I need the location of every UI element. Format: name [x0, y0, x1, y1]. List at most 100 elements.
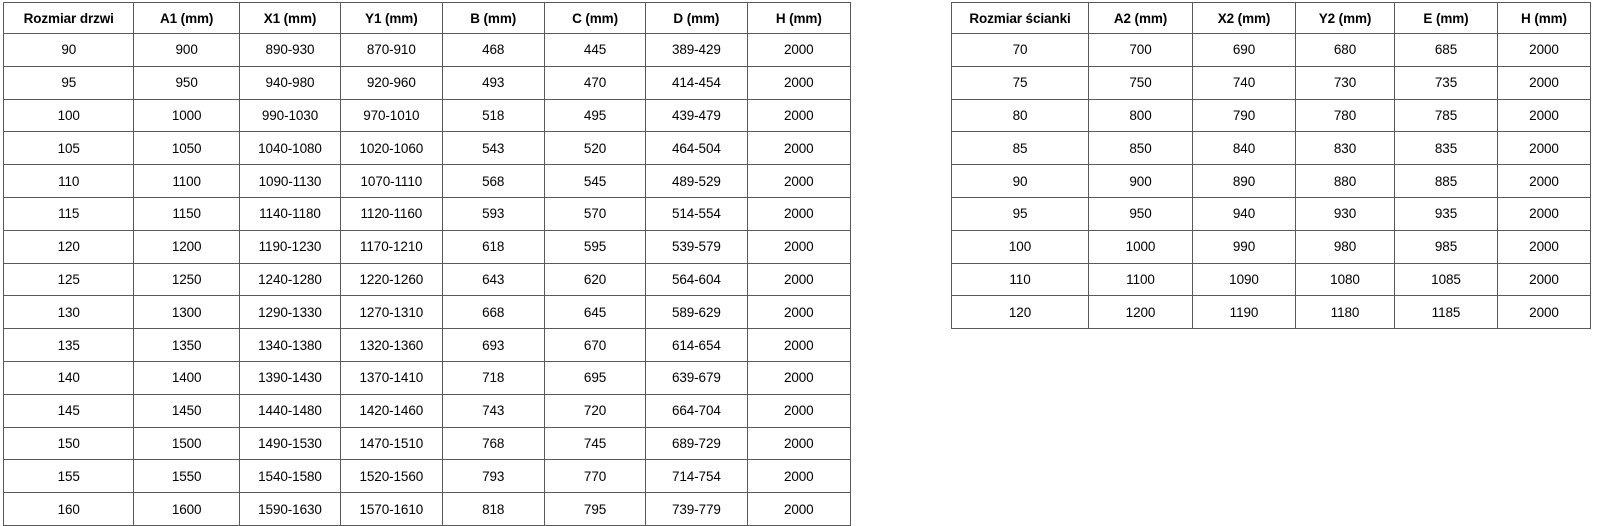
wall-cell-r5-c5: 2000	[1497, 196, 1591, 231]
wall-cell-r6-c2: 990	[1192, 229, 1296, 264]
door-cell-r5-c2: 1140-1180	[238, 196, 342, 231]
door-cell-r14-c0: 160	[2, 492, 135, 526]
door-cell-r4-c1: 1100	[133, 164, 240, 198]
wall-cell-r4-c5: 2000	[1497, 164, 1591, 198]
door-cell-r13-c5: 770	[543, 459, 647, 494]
door-cell-r5-c3: 1120-1160	[340, 196, 443, 231]
door-cell-r8-c4: 668	[441, 295, 545, 330]
door-cell-r3-c1: 1050	[133, 131, 240, 166]
wall-cell-r5-c4: 935	[1394, 196, 1498, 231]
wall-cell-r7-c2: 1090	[1192, 262, 1296, 297]
door-cell-r11-c0: 145	[2, 393, 135, 428]
door-cell-r6-c0: 120	[2, 229, 135, 264]
door-cell-r2-c3: 970-1010	[340, 98, 443, 133]
wall-cell-r8-c0: 120	[951, 295, 1089, 330]
table-row: 90 900 890 880 885 2000	[951, 164, 1591, 198]
door-cell-r0-c0: 90	[2, 33, 135, 67]
door-cell-r4-c7: 2000	[746, 164, 852, 198]
wall-cell-r3-c0: 85	[951, 131, 1089, 166]
wall-cell-r7-c4: 1085	[1394, 262, 1498, 297]
table-row: 70 700 690 680 685 2000	[951, 33, 1591, 67]
door-cell-r3-c0: 105	[2, 131, 135, 166]
table-header-row: Rozmiar ścianki A2 (mm) X2 (mm) Y2 (mm) E (m…	[951, 2, 1591, 34]
table-row: 85 850 840 830 835 2000	[951, 131, 1591, 166]
door-cell-r0-c3: 870-910	[340, 33, 443, 67]
door-cell-r4-c5: 545	[543, 164, 647, 198]
table-row: 125 1250 1240-1280 1220-1260 643 620 564-604 20…	[2, 262, 852, 297]
table-row: 95 950 940-980 920-960 493 470 414-454 2000	[2, 65, 852, 100]
door-cell-r0-c5: 445	[543, 33, 647, 67]
door-cell-r1-c6: 414-454	[645, 65, 748, 100]
door-cell-r5-c0: 115	[2, 196, 135, 231]
door-cell-r8-c6: 589-629	[645, 295, 748, 330]
door-cell-r13-c0: 155	[2, 459, 135, 494]
door-cell-r6-c3: 1170-1210	[340, 229, 443, 264]
door-cell-r0-c7: 2000	[746, 33, 852, 67]
table-row: 150 1500 1490-1530 1470-1510 768 745 689-729 20…	[2, 426, 852, 461]
door-cell-r9-c2: 1340-1380	[238, 328, 342, 362]
door-cell-r3-c5: 520	[543, 131, 647, 166]
door-cell-r5-c5: 570	[543, 196, 647, 231]
door-cell-r4-c3: 1070-1110	[340, 164, 443, 198]
door-col-header-4: B (mm)	[441, 2, 545, 34]
wall-cell-r1-c0: 75	[951, 65, 1089, 100]
door-cell-r14-c2: 1590-1630	[238, 492, 342, 526]
door-cell-r2-c5: 495	[543, 98, 647, 133]
table-row: 130 1300 1290-1330 1270-1310 668 645 589-629 20…	[2, 295, 852, 330]
wall-cell-r3-c2: 840	[1192, 131, 1296, 166]
door-col-header-3: Y1 (mm)	[340, 2, 443, 34]
door-cell-r14-c5: 795	[543, 492, 647, 526]
door-cell-r14-c3: 1570-1610	[340, 492, 443, 526]
wall-size-table-head: Rozmiar ścianki A2 (mm) X2 (mm) Y2 (mm) E (m…	[951, 2, 1591, 34]
wall-cell-r7-c0: 110	[951, 262, 1089, 297]
wall-cell-r0-c1: 700	[1088, 33, 1193, 67]
door-col-header-1: A1 (mm)	[133, 2, 240, 34]
door-cell-r1-c5: 470	[543, 65, 647, 100]
wall-cell-r3-c4: 835	[1394, 131, 1498, 166]
wall-cell-r5-c2: 940	[1192, 196, 1296, 231]
door-cell-r10-c6: 639-679	[645, 360, 748, 395]
door-cell-r11-c5: 720	[543, 393, 647, 428]
door-cell-r8-c0: 130	[2, 295, 135, 330]
door-cell-r10-c1: 1400	[133, 360, 240, 395]
table-row: 80 800 790 780 785 2000	[951, 98, 1591, 133]
wall-size-table-body: 70 700 690 680 685 2000 75 750 740 730 735 2000 80 80…	[951, 33, 1591, 330]
wall-cell-r4-c0: 90	[951, 164, 1089, 198]
wall-cell-r6-c5: 2000	[1497, 229, 1591, 264]
wall-col-header-2: X2 (mm)	[1192, 2, 1296, 34]
door-cell-r10-c4: 718	[441, 360, 545, 395]
door-cell-r9-c7: 2000	[746, 328, 852, 362]
door-cell-r10-c3: 1370-1410	[340, 360, 443, 395]
door-cell-r2-c1: 1000	[133, 98, 240, 133]
door-cell-r12-c4: 768	[441, 426, 545, 461]
wall-cell-r3-c3: 830	[1295, 131, 1395, 166]
door-cell-r8-c2: 1290-1330	[238, 295, 342, 330]
door-cell-r6-c7: 2000	[746, 229, 852, 264]
door-cell-r5-c1: 1150	[133, 196, 240, 231]
wall-cell-r5-c1: 950	[1088, 196, 1193, 231]
door-cell-r1-c2: 940-980	[238, 65, 342, 100]
wall-cell-r0-c5: 2000	[1497, 33, 1591, 67]
door-cell-r8-c7: 2000	[746, 295, 852, 330]
door-cell-r1-c1: 950	[133, 65, 240, 100]
door-size-table: Rozmiar drzwi A1 (mm) X1 (mm) Y1 (mm) B (mm)…	[2, 2, 852, 526]
door-cell-r14-c4: 818	[441, 492, 545, 526]
wall-cell-r6-c0: 100	[951, 229, 1089, 264]
door-cell-r7-c0: 125	[2, 262, 135, 297]
table-row: 120 1200 1190-1230 1170-1210 618 595 539-579 20…	[2, 229, 852, 264]
wall-cell-r7-c5: 2000	[1497, 262, 1591, 297]
wall-cell-r2-c5: 2000	[1497, 98, 1591, 133]
wall-cell-r8-c4: 1185	[1394, 295, 1498, 330]
door-cell-r13-c1: 1550	[133, 459, 240, 494]
table-row: 110 1100 1090 1080 1085 2000	[951, 262, 1591, 297]
table-row: 95 950 940 930 935 2000	[951, 196, 1591, 231]
wall-cell-r1-c1: 750	[1088, 65, 1193, 100]
wall-cell-r8-c5: 2000	[1497, 295, 1591, 330]
wall-cell-r6-c3: 980	[1295, 229, 1395, 264]
wall-cell-r8-c3: 1180	[1295, 295, 1395, 330]
door-col-header-2: X1 (mm)	[238, 2, 342, 34]
wall-cell-r2-c0: 80	[951, 98, 1089, 133]
wall-cell-r5-c3: 930	[1295, 196, 1395, 231]
door-cell-r1-c3: 920-960	[340, 65, 443, 100]
door-cell-r7-c1: 1250	[133, 262, 240, 297]
